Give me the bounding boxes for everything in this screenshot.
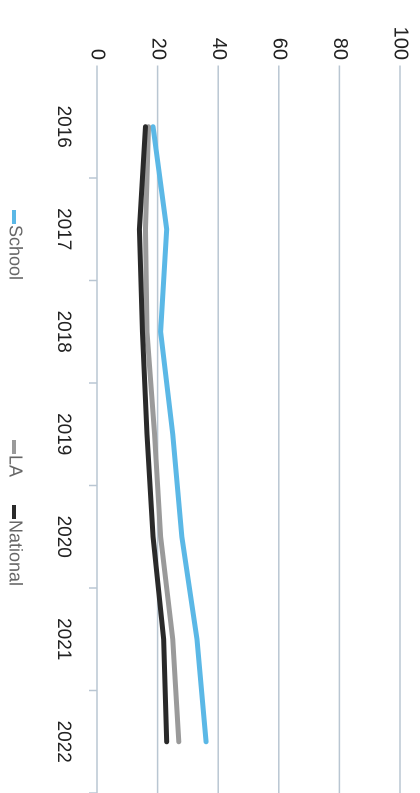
y-tick-label: 60 bbox=[269, 38, 291, 60]
legend-label: School bbox=[5, 225, 25, 280]
x-tick-label: 2020 bbox=[53, 516, 74, 558]
y-tick-label: 100 bbox=[390, 27, 412, 60]
legend-label: National bbox=[5, 520, 25, 586]
series-line bbox=[142, 124, 182, 745]
x-tick-label: 2018 bbox=[53, 311, 74, 353]
y-tick-label: 0 bbox=[87, 49, 109, 60]
x-tick-label: 2016 bbox=[53, 106, 74, 148]
y-tick-label: 40 bbox=[208, 38, 230, 60]
x-tick-label: 2021 bbox=[53, 618, 74, 660]
legend-label: LA bbox=[5, 455, 25, 477]
y-tick-label: 20 bbox=[147, 38, 169, 60]
x-tick-label: 2022 bbox=[53, 721, 74, 763]
x-tick-label: 2017 bbox=[53, 208, 74, 250]
rotated-chart: 0 20 40 60 80 100 2016 2017 2018 2019 2020 2021 2022… bbox=[5, 27, 412, 793]
series-line bbox=[136, 124, 170, 745]
y-tick-label: 80 bbox=[329, 38, 351, 60]
x-tick-label: 2019 bbox=[53, 413, 74, 455]
series-line bbox=[150, 124, 209, 745]
